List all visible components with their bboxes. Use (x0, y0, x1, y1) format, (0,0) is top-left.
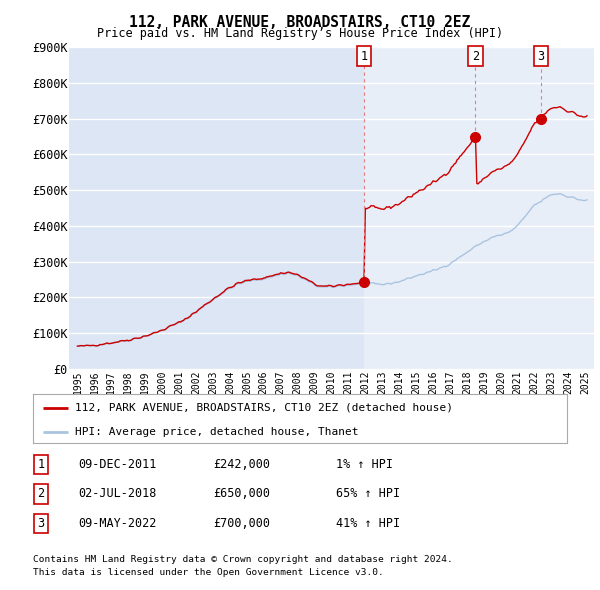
Text: 65% ↑ HPI: 65% ↑ HPI (336, 487, 400, 500)
Text: 02-JUL-2018: 02-JUL-2018 (78, 487, 157, 500)
Text: 41% ↑ HPI: 41% ↑ HPI (336, 517, 400, 530)
Text: 1% ↑ HPI: 1% ↑ HPI (336, 458, 393, 471)
Text: £650,000: £650,000 (213, 487, 270, 500)
Text: £700,000: £700,000 (213, 517, 270, 530)
Bar (364, 47, 594, 369)
Text: 112, PARK AVENUE, BROADSTAIRS, CT10 2EZ (detached house): 112, PARK AVENUE, BROADSTAIRS, CT10 2EZ … (74, 402, 452, 412)
Text: Price paid vs. HM Land Registry’s House Price Index (HPI): Price paid vs. HM Land Registry’s House … (97, 27, 503, 40)
Text: This data is licensed under the Open Government Licence v3.0.: This data is licensed under the Open Gov… (33, 568, 384, 577)
Text: 09-MAY-2022: 09-MAY-2022 (78, 517, 157, 530)
Text: 1: 1 (361, 50, 368, 63)
Text: 2: 2 (37, 487, 44, 500)
Text: Contains HM Land Registry data © Crown copyright and database right 2024.: Contains HM Land Registry data © Crown c… (33, 555, 453, 564)
Text: HPI: Average price, detached house, Thanet: HPI: Average price, detached house, Than… (74, 427, 358, 437)
Text: 2: 2 (472, 50, 479, 63)
Text: 3: 3 (37, 517, 44, 530)
Text: 3: 3 (538, 50, 545, 63)
Text: £242,000: £242,000 (213, 458, 270, 471)
Text: 1: 1 (37, 458, 44, 471)
Text: 112, PARK AVENUE, BROADSTAIRS, CT10 2EZ: 112, PARK AVENUE, BROADSTAIRS, CT10 2EZ (130, 15, 470, 30)
Text: 09-DEC-2011: 09-DEC-2011 (78, 458, 157, 471)
